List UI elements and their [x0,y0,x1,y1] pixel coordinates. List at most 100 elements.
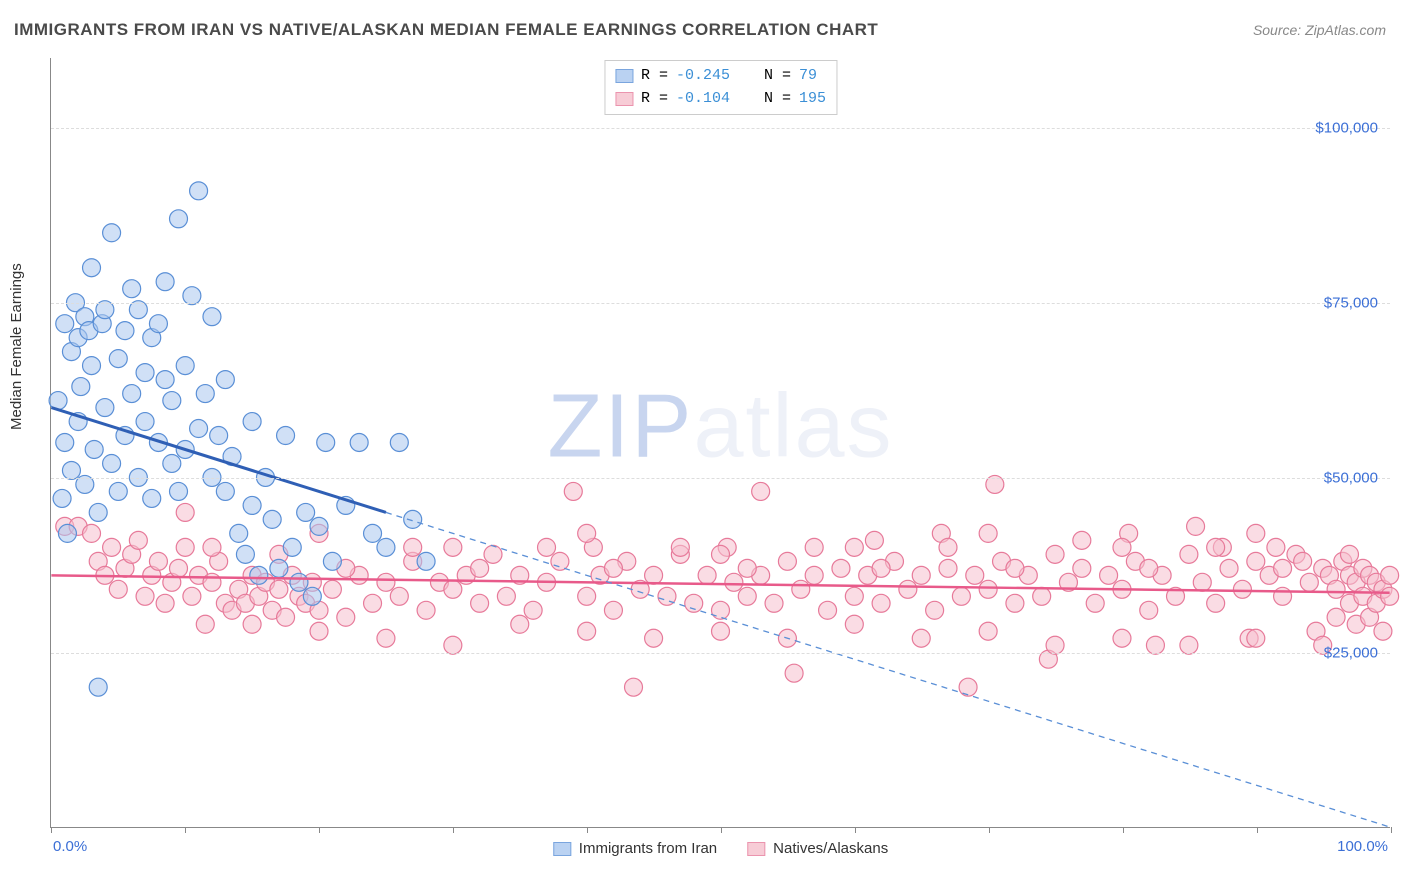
swatch-iran-icon [553,842,571,856]
data-point [685,594,703,612]
data-point [290,573,308,591]
data-point [845,538,863,556]
data-point [53,489,71,507]
data-point [310,622,328,640]
x-axis-min-label: 0.0% [53,838,87,855]
data-point [89,678,107,696]
data-point [58,524,76,542]
gridline [51,128,1390,129]
data-point [196,385,214,403]
data-point [72,378,90,396]
data-point [625,678,643,696]
data-point [1381,566,1399,584]
data-point [1073,531,1091,549]
chart-title: IMMIGRANTS FROM IRAN VS NATIVE/ALASKAN M… [14,20,878,40]
data-point [230,524,248,542]
data-point [966,566,984,584]
data-point [196,615,214,633]
data-point [1300,573,1318,591]
x-tick [1123,827,1124,833]
data-point [1006,559,1024,577]
data-point [1247,524,1265,542]
data-point [497,587,515,605]
data-point [604,601,622,619]
data-point [979,524,997,542]
data-point [939,559,957,577]
data-point [484,545,502,563]
data-point [805,538,823,556]
data-point [912,566,930,584]
data-point [671,538,689,556]
y-tick-label: $50,000 [1324,470,1378,487]
data-point [645,566,663,584]
data-point [170,210,188,228]
data-point [1113,538,1131,556]
data-point [725,573,743,591]
data-point [417,601,435,619]
data-point [404,538,422,556]
data-point [143,489,161,507]
data-point [792,580,810,598]
data-point [310,517,328,535]
data-point [170,482,188,500]
data-point [845,615,863,633]
data-point [203,573,221,591]
data-point [1340,545,1358,563]
data-point [1140,601,1158,619]
data-point [163,454,181,472]
gridline [51,303,1390,304]
data-point [190,420,208,438]
x-tick [721,827,722,833]
data-point [1073,559,1091,577]
data-point [926,601,944,619]
data-point [243,615,261,633]
y-axis-label: Median Female Earnings [8,263,25,430]
x-tick [855,827,856,833]
data-point [103,224,121,242]
data-point [979,622,997,640]
data-point [959,678,977,696]
data-point [952,587,970,605]
data-point [1187,517,1205,535]
data-point [183,587,201,605]
data-point [236,545,254,563]
data-point [604,559,622,577]
data-point [1374,622,1392,640]
data-point [1193,573,1211,591]
data-point [872,594,890,612]
data-point [377,573,395,591]
data-point [89,503,107,521]
data-point [277,427,295,445]
data-point [136,364,154,382]
data-point [136,413,154,431]
data-point [149,315,167,333]
data-point [83,259,101,277]
legend-item-iran: Immigrants from Iran [553,840,717,857]
x-tick [319,827,320,833]
data-point [1274,559,1292,577]
data-point [1180,636,1198,654]
source-attribution: Source: ZipAtlas.com [1253,22,1386,38]
x-tick [51,827,52,833]
data-point [785,664,803,682]
data-point [96,399,114,417]
data-point [337,608,355,626]
data-point [203,308,221,326]
data-point [1046,545,1064,563]
data-point [103,454,121,472]
data-point [364,594,382,612]
data-point [136,587,154,605]
data-point [323,552,341,570]
data-point [738,587,756,605]
x-tick [989,827,990,833]
x-tick [587,827,588,833]
data-point [471,559,489,577]
data-point [317,434,335,452]
gridline [51,478,1390,479]
data-point [190,182,208,200]
data-point [109,580,127,598]
legend-item-native: Natives/Alaskans [747,840,888,857]
data-point [210,427,228,445]
data-point [444,636,462,654]
data-point [323,580,341,598]
